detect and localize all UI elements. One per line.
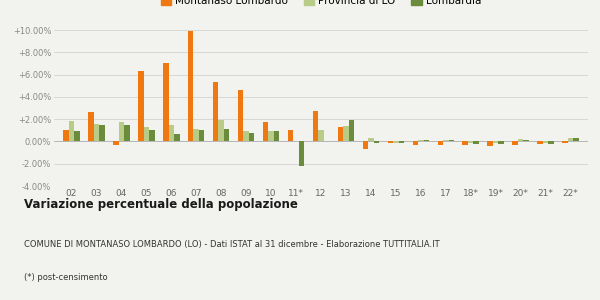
Bar — [149, 130, 155, 141]
Bar — [143, 127, 149, 141]
Bar — [523, 140, 529, 141]
Bar — [512, 141, 518, 145]
Bar — [538, 141, 543, 144]
Bar — [193, 129, 199, 141]
Bar — [188, 31, 193, 141]
Bar — [318, 130, 324, 141]
Bar — [268, 131, 274, 141]
Text: COMUNE DI MONTANASO LOMBARDO (LO) - Dati ISTAT al 31 dicembre - Elaborazione TUT: COMUNE DI MONTANASO LOMBARDO (LO) - Dati… — [24, 240, 440, 249]
Bar — [69, 122, 74, 141]
Bar — [562, 141, 568, 142]
Bar — [299, 141, 304, 166]
Bar — [218, 120, 224, 141]
Bar — [63, 130, 69, 141]
Text: Variazione percentuale della popolazione: Variazione percentuale della popolazione — [24, 198, 298, 211]
Bar — [473, 141, 479, 144]
Bar — [443, 140, 449, 141]
Bar — [499, 141, 504, 144]
Bar — [224, 129, 229, 141]
Bar — [343, 126, 349, 141]
Bar — [368, 138, 374, 141]
Bar — [163, 63, 169, 141]
Bar — [518, 139, 523, 141]
Bar — [568, 138, 573, 141]
Bar — [174, 134, 179, 141]
Bar — [124, 125, 130, 141]
Bar — [437, 141, 443, 145]
Bar — [238, 90, 244, 141]
Bar — [274, 131, 280, 141]
Bar — [463, 141, 468, 145]
Bar — [468, 141, 473, 142]
Bar — [99, 125, 104, 141]
Bar — [199, 130, 205, 141]
Bar — [393, 141, 398, 142]
Bar — [113, 141, 119, 145]
Bar — [388, 141, 393, 142]
Bar — [374, 141, 379, 142]
Bar — [487, 141, 493, 146]
Bar — [573, 138, 579, 141]
Bar — [94, 124, 99, 141]
Bar — [119, 122, 124, 141]
Bar — [543, 141, 548, 142]
Bar — [362, 141, 368, 149]
Bar — [413, 141, 418, 145]
Bar — [169, 125, 174, 141]
Bar — [213, 82, 218, 141]
Bar — [313, 111, 318, 141]
Bar — [138, 71, 143, 141]
Bar — [244, 131, 249, 141]
Bar — [263, 122, 268, 141]
Bar — [493, 141, 499, 142]
Bar — [88, 112, 94, 141]
Bar — [249, 133, 254, 141]
Bar — [74, 131, 80, 141]
Bar — [548, 141, 554, 144]
Text: (*) post-censimento: (*) post-censimento — [24, 273, 107, 282]
Bar — [418, 140, 424, 141]
Legend: Montanaso Lombardo, Provincia di LO, Lombardia: Montanaso Lombardo, Provincia di LO, Lom… — [157, 0, 485, 10]
Bar — [424, 140, 429, 141]
Bar — [398, 141, 404, 142]
Bar — [288, 130, 293, 141]
Bar — [449, 140, 454, 141]
Bar — [349, 120, 354, 141]
Bar — [338, 127, 343, 141]
